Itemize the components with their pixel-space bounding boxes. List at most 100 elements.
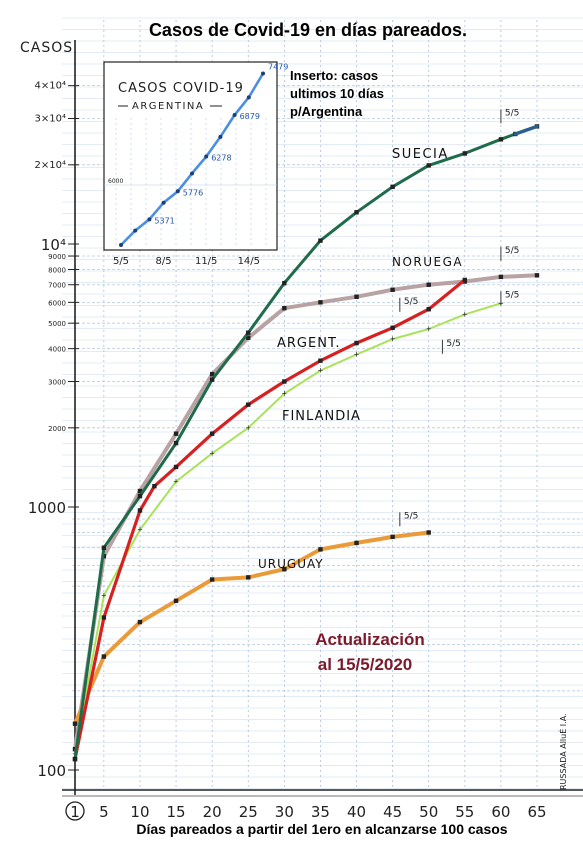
data-point — [173, 464, 179, 470]
series-label-noruega: NORUEGA — [392, 255, 463, 269]
signature: RUSSADA AlluÉ I.A. — [557, 713, 568, 790]
data-point — [318, 238, 323, 243]
y-tick-label: 4000 — [48, 346, 66, 354]
data-point — [137, 508, 143, 513]
x-ticks: 1 5 10 15 20 25 30 35 40 45 50 55 60 65 — [65, 801, 547, 821]
data-point — [426, 163, 431, 168]
data-point — [282, 280, 287, 286]
data-point-plus: + — [282, 389, 287, 399]
data-point — [534, 273, 540, 278]
data-point — [246, 402, 251, 407]
inset-data-label: 6278 — [211, 154, 231, 163]
y-tick-label: 3000 — [48, 379, 66, 387]
update-note-line-2: al 15/5/2020 — [318, 655, 413, 674]
annotation-label: 5/5 — [404, 511, 418, 521]
y-tick-label: 3×10⁴ — [35, 114, 66, 125]
inset-point — [147, 217, 152, 222]
inset-x-tick-label: 11/5 — [195, 256, 217, 267]
data-point — [498, 274, 504, 280]
data-point — [354, 294, 359, 299]
y-tick-label: 9000 — [48, 253, 66, 261]
inset-x-tick-label: 5/5 — [113, 256, 129, 267]
y-tick-label: 5000 — [48, 320, 66, 328]
x-tick-label: 15 — [167, 803, 186, 821]
y-tick-label: 6000 — [48, 299, 66, 307]
x-tick-label: 65 — [527, 803, 546, 821]
data-point — [246, 335, 251, 340]
inset-x-tick-label: 14/5 — [238, 256, 260, 267]
data-point — [426, 530, 431, 535]
data-point — [246, 575, 251, 580]
data-point — [390, 534, 395, 540]
data-point — [72, 721, 78, 726]
inset-note-line-3: p/Argentina — [290, 104, 363, 119]
y-tick-label: 2000 — [48, 425, 66, 433]
x-tick-label: 20 — [203, 803, 222, 821]
chart-title: Casos de Covid-19 en días pareados. — [149, 20, 467, 40]
data-point — [209, 371, 215, 377]
inset-frame — [103, 61, 278, 251]
x-tick-label: 60 — [491, 803, 510, 821]
data-point — [246, 330, 251, 335]
annotations: 5/5 5/5 5/5 5/5 5/5 5/5 — [399, 108, 519, 527]
inset-note-line-2: ultimos 10 días — [290, 86, 384, 101]
inset-point — [261, 71, 265, 76]
data-point — [390, 184, 395, 190]
data-point — [101, 654, 107, 659]
annotation-label: 5/5 — [505, 108, 519, 118]
annotation-label: 5/5 — [404, 297, 418, 307]
x-axis-label: Días pareados a partir del 1ero en alcan… — [136, 821, 507, 837]
x-tick-label: 55 — [455, 803, 474, 821]
inset-title: CASOS COVID-19 — [118, 81, 244, 96]
x-tick-label: 25 — [239, 803, 258, 821]
data-point — [137, 619, 143, 625]
series-line-noruega — [73, 273, 539, 752]
inset-data-label: 6879 — [240, 112, 260, 121]
data-point — [390, 287, 395, 292]
series-tip-suecia — [513, 124, 539, 136]
data-point-plus: + — [354, 350, 359, 360]
inset-chart: CASOS COVID-19 ARGENTINA 6000 5371 5776 62… — [103, 61, 288, 267]
annotation-label: 5/5 — [446, 339, 460, 349]
data-point — [498, 137, 504, 142]
data-point — [462, 151, 468, 156]
inset-y-tick-label: 6000 — [108, 178, 123, 185]
data-point — [354, 340, 359, 346]
inset-point — [161, 200, 166, 205]
data-point-plus: + — [318, 366, 323, 376]
data-point — [318, 547, 323, 552]
y-ticks: 100 1000 2000 3000 4000 5000 6000 7000 8000 90001… — [28, 81, 79, 780]
data-point — [209, 577, 215, 582]
data-point — [318, 300, 323, 305]
series-label-argentina: ARGENT. — [277, 336, 340, 351]
inset-point — [246, 95, 251, 100]
data-point — [390, 325, 395, 331]
data-point — [209, 431, 215, 436]
x-tick-label: 35 — [311, 803, 330, 821]
data-point-plus: + — [210, 448, 215, 458]
inset-x-tick-label: 8/5 — [156, 256, 172, 267]
data-point — [137, 488, 143, 494]
y-tick-label: 8000 — [48, 266, 66, 274]
data-point-plus: + — [390, 334, 395, 344]
data-point — [426, 282, 431, 287]
y-tick-label: 2×10⁴ — [35, 160, 66, 171]
x-tick-label: 5 — [99, 803, 109, 821]
data-point — [318, 358, 323, 363]
data-point-plus: + — [137, 525, 142, 535]
series-line-finlandia — [74, 302, 502, 755]
series-label-finlandia: FINLANDIA — [282, 409, 361, 424]
x-tick-label: 50 — [419, 803, 438, 821]
data-point — [426, 307, 431, 312]
y-tick-label: 100 — [37, 762, 66, 780]
annotation-label: 5/5 — [505, 290, 519, 300]
inset-point — [119, 243, 123, 247]
data-point-plus: + — [246, 423, 251, 433]
update-note-line-1: Actualización — [315, 630, 425, 649]
inset-data-label: 5776 — [183, 188, 203, 197]
x-tick-label: 10 — [130, 803, 149, 821]
data-point — [152, 483, 157, 489]
series-label-uruguay: URUGUAY — [258, 557, 324, 571]
inset-point — [175, 189, 180, 194]
data-point — [137, 493, 143, 499]
